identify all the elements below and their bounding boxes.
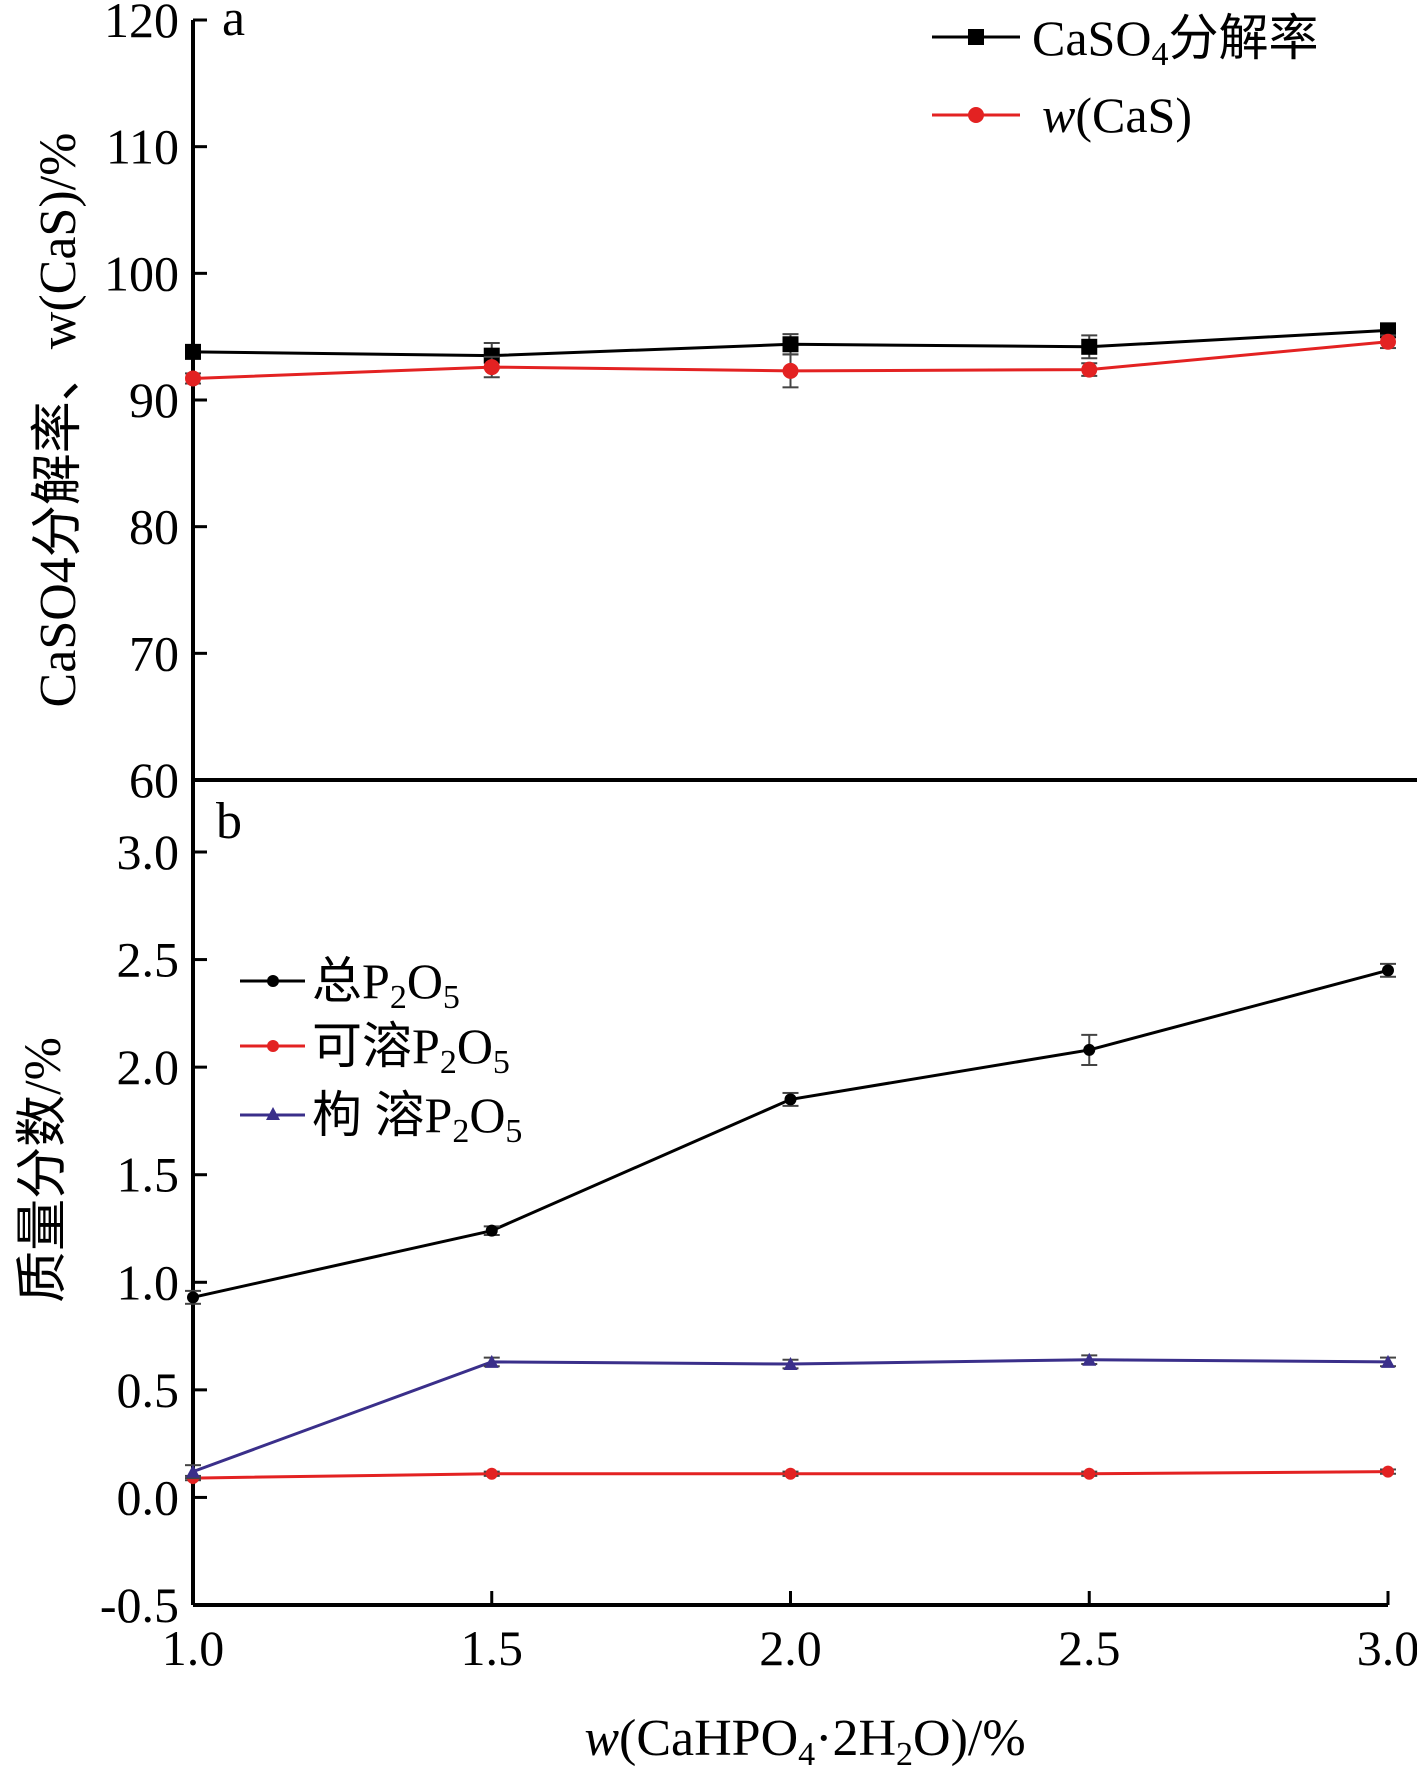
panel-a-y-axis-label: CaSO4分解率、w(CaS)/%: [30, 133, 87, 708]
panel-a-y-tick-label: 120: [104, 0, 179, 48]
legend-citrate-soluble-p2o5: 枸 溶P2O5: [312, 1087, 522, 1150]
data-point: [1380, 322, 1396, 339]
data-point: [782, 336, 799, 353]
data-point: [784, 1467, 797, 1480]
data-point: [185, 343, 201, 360]
x-tick-label: 1.5: [461, 1620, 524, 1676]
data-point: [483, 347, 500, 364]
panel-b-mass-fraction: -0.5 0.0 0.5 1.0 1.5 2.0 2.5 3.0 1.0 1.5 2.0 2.5 3.0…: [15, 780, 1417, 1772]
data-point: [185, 370, 201, 387]
panel-b-y-tick-label: 2.5: [117, 932, 180, 988]
data-point: [186, 1464, 200, 1478]
panel-b-series-2: [185, 1352, 1396, 1480]
panel-b-series-0: [185, 962, 1396, 1305]
x-tick-label: 2.5: [1058, 1620, 1121, 1676]
panel-a-series-1: [185, 333, 1396, 389]
panel-b-y-tick-label: 1.0: [117, 1254, 180, 1310]
data-point: [1381, 1354, 1395, 1368]
panel-b-legend: 总P2O5 可溶P2O5 枸 溶P2O5: [240, 953, 522, 1150]
panel-a-y-tick-label: 110: [106, 119, 179, 175]
data-point: [783, 1357, 798, 1371]
data-point: [1380, 333, 1396, 350]
panel-b-y-axis-label: 质量分数/%: [15, 1037, 72, 1303]
data-point: [483, 359, 500, 376]
data-point: [1081, 338, 1098, 355]
panel-a-y-tick-label: 70: [129, 625, 179, 681]
panel-a-label: a: [222, 0, 245, 47]
data-point: [784, 1093, 797, 1106]
data-point: [1081, 361, 1098, 378]
panel-a-series-0: [185, 322, 1396, 370]
data-point: [485, 1224, 498, 1237]
panel-a-y-tick-label: 100: [104, 245, 179, 301]
panel-b-label: b: [216, 793, 242, 850]
panel-b-series-1: [185, 1465, 1396, 1485]
data-point: [782, 362, 799, 379]
legend-soluble-p2o5: 可溶P2O5: [312, 1018, 510, 1081]
x-tick-label: 2.0: [759, 1620, 822, 1676]
panel-a-decomposition: 60 70 80 90 100 110 120 a CaSO4分解率、w(CaS)/% Ca…: [30, 0, 1417, 808]
data-point: [1083, 1043, 1096, 1056]
data-point: [1382, 964, 1394, 977]
x-tick-label: 3.0: [1357, 1620, 1417, 1676]
legend-total-p2o5: 总P2O5: [312, 953, 460, 1016]
panel-a-y-tick-label: 80: [129, 499, 179, 555]
panel-b-y-tick-label: 3.0: [117, 824, 180, 880]
panel-b-y-tick-label: 2.0: [117, 1039, 180, 1095]
data-point: [484, 1354, 499, 1368]
legend-caso4-decomposition: CaSO4分解率: [1032, 10, 1318, 73]
data-point: [485, 1467, 498, 1480]
data-point: [1382, 1465, 1394, 1478]
panel-b-y-tick-label: 1.5: [117, 1147, 180, 1203]
panel-a-y-tick-label: 60: [129, 752, 179, 808]
data-point: [1083, 1467, 1096, 1480]
x-tick-label: 1.0: [162, 1620, 225, 1676]
data-point: [1082, 1352, 1097, 1366]
data-point: [187, 1291, 199, 1304]
x-axis-label: w(CaHPO4·2H2O)/%: [584, 1710, 1025, 1772]
panel-a-y-tick-label: 90: [129, 372, 179, 428]
series-line: [192, 1358, 1389, 1474]
panel-b-y-tick-label: 0.5: [117, 1362, 180, 1418]
panel-b-y-tick-label: 0.0: [117, 1469, 180, 1525]
panel-a-legend: CaSO4分解率 w(CaS): [932, 10, 1318, 143]
panel-b-y-tick-label: -0.5: [100, 1577, 179, 1633]
legend-w-cas: w(CaS): [1042, 87, 1192, 143]
